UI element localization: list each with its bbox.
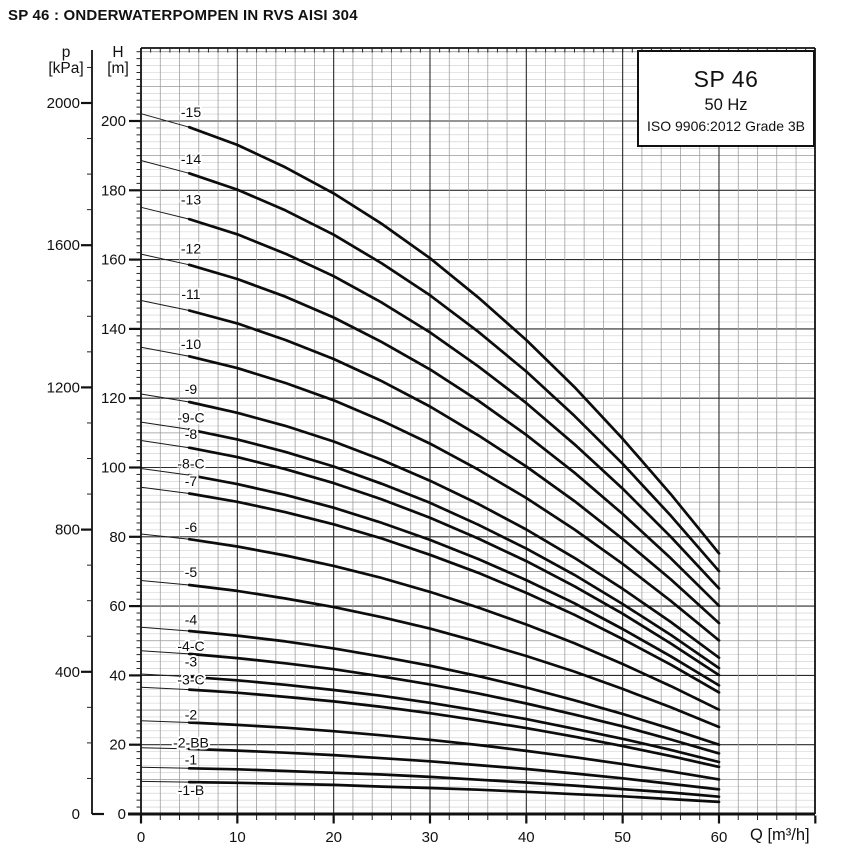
head-tick-label: 40 (109, 667, 126, 684)
info-box: SP 46 50 Hz ISO 9906:2012 Grade 3B (637, 50, 815, 147)
curve--7 (187, 492, 721, 694)
iso-standard-label: ISO 9906:2012 Grade 3B (647, 117, 805, 134)
head-tick-label: 60 (109, 598, 126, 615)
head-tick-label: 140 (101, 321, 126, 338)
curve--10 (187, 354, 721, 642)
flow-tick-label: 30 (422, 829, 439, 846)
curve-label--11: -11 (181, 286, 200, 302)
curve-label--9: -9 (185, 381, 198, 397)
curve-label--2: -2 (185, 707, 198, 723)
curve-label--8: -8 (185, 426, 198, 442)
flow-axis-symbol: Q (750, 826, 763, 844)
pump-model-label: SP 46 (693, 65, 759, 92)
pressure-axis-unit: [kPa] (48, 60, 84, 77)
curve--14 (187, 171, 721, 573)
curve--4 (187, 629, 721, 747)
pressure-tick-label: 800 (55, 522, 80, 539)
head-tick-label: 0 (118, 806, 126, 823)
curve--9 (187, 400, 721, 660)
curve-label--5: -5 (185, 564, 198, 580)
head-axis-symbol: H (112, 44, 124, 61)
flow-axis-unit: [m³/h] (767, 826, 810, 844)
curve--5 (187, 583, 721, 729)
flow-tick-label: 50 (614, 829, 631, 846)
curve--9-C (187, 428, 721, 670)
pressure-tick-label: 400 (55, 664, 80, 681)
curve-label--1: -1 (185, 752, 198, 768)
pressure-tick-label: 2000 (47, 95, 80, 112)
curve-label--2-BB: -2-BB (173, 734, 209, 750)
curve-label--4-C: -4-C (177, 638, 204, 654)
curve--8 (187, 446, 721, 677)
flow-tick-label: 60 (711, 829, 728, 846)
pressure-axis-symbol: p (61, 44, 71, 61)
flow-axis-title: Q [m³/h] (750, 826, 810, 844)
frequency-label: 50 Hz (704, 95, 748, 114)
head-tick-label: 180 (101, 182, 126, 199)
pressure-tick-label: 0 (72, 806, 80, 823)
curve-label--3-C: -3-C (177, 671, 204, 687)
curve--12 (187, 263, 721, 608)
curve--8-C (187, 473, 721, 687)
curve--4-C (187, 652, 721, 755)
head-tick-label: 20 (109, 737, 126, 754)
curve-label--15: -15 (181, 104, 201, 120)
curve-label--13: -13 (181, 191, 201, 207)
page-title: SP 46 : ONDERWATERPOMPEN IN RVS AISI 304 (8, 7, 358, 24)
curve-label--8-C: -8-C (177, 456, 204, 472)
head-tick-label: 100 (101, 460, 126, 477)
flow-tick-label: 10 (229, 829, 246, 846)
curve-label--9-C: -9-C (177, 410, 204, 426)
curve-label--4: -4 (185, 611, 198, 627)
curve-label--6: -6 (185, 519, 198, 535)
curve-label--3: -3 (185, 654, 198, 670)
pressure-tick-label: 1600 (47, 237, 80, 254)
curve-label--10: -10 (181, 336, 201, 352)
head-tick-label: 80 (109, 529, 126, 546)
curve--1-B (187, 780, 721, 804)
curve--2 (187, 721, 721, 781)
flow-tick-label: 40 (518, 829, 535, 846)
curve-label--1-B: -1-B (178, 782, 204, 798)
head-tick-label: 160 (101, 252, 126, 269)
curve--11 (187, 309, 721, 625)
curve-label--7: -7 (185, 473, 198, 489)
curve--6 (187, 537, 721, 712)
curve--2-BB (187, 747, 721, 791)
curve--1 (187, 766, 721, 799)
curve--13 (187, 217, 721, 590)
curve--3 (187, 675, 721, 764)
head-tick-label: 200 (101, 113, 126, 130)
head-tick-label: 120 (101, 390, 126, 407)
curve-label--14: -14 (181, 151, 201, 167)
flow-tick-label: 0 (137, 829, 145, 846)
head-axis-unit: [m] (107, 60, 129, 77)
head-axis-title: H [m] (94, 45, 142, 77)
curve--3-C (187, 688, 721, 769)
flow-tick-label: 20 (325, 829, 342, 846)
pressure-tick-label: 1200 (47, 379, 80, 396)
pressure-axis-title: p [kPa] (40, 45, 92, 77)
curve-label--12: -12 (181, 241, 201, 257)
curve--15 (187, 125, 721, 555)
